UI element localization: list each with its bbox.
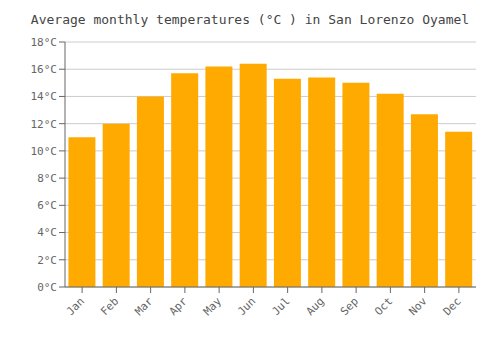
- svg-text:Jun: Jun: [235, 295, 258, 318]
- svg-text:Apr: Apr: [167, 294, 191, 318]
- svg-text:8°C: 8°C: [37, 172, 57, 185]
- svg-text:14°C: 14°C: [31, 90, 58, 103]
- svg-text:16°C: 16°C: [31, 63, 58, 76]
- svg-text:Mar: Mar: [132, 294, 156, 318]
- svg-text:10°C: 10°C: [31, 145, 58, 158]
- svg-text:2°C: 2°C: [37, 254, 57, 267]
- svg-text:Jan: Jan: [64, 295, 87, 318]
- svg-text:Nov: Nov: [406, 294, 430, 318]
- svg-text:6°C: 6°C: [37, 199, 57, 212]
- svg-text:May: May: [201, 294, 225, 318]
- svg-text:0°C: 0°C: [37, 281, 57, 294]
- svg-text:Sep: Sep: [338, 295, 361, 318]
- svg-text:4°C: 4°C: [37, 226, 57, 239]
- svg-text:Jul: Jul: [269, 295, 292, 318]
- html-text:Average monthly temperatures (: Average monthly temperatures (°C ) in Sa…: [30, 12, 470, 27]
- svg-text:Dec: Dec: [441, 295, 464, 318]
- svg-text:Aug: Aug: [304, 295, 327, 318]
- svg-text:18°C: 18°C: [31, 36, 58, 49]
- svg-text:12°C: 12°C: [31, 118, 58, 131]
- svg-text:Feb: Feb: [98, 295, 121, 318]
- svg-text:Oct: Oct: [372, 295, 395, 318]
